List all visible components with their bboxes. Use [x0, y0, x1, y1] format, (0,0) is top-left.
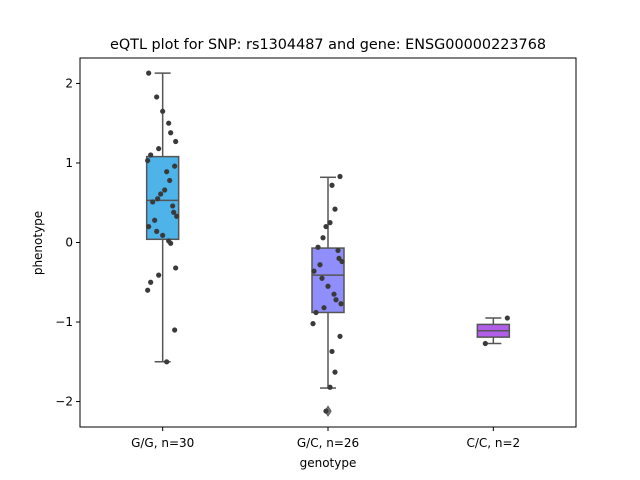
data-point	[323, 223, 329, 230]
data-point	[310, 321, 316, 327]
x-axis-label: genotype	[300, 456, 357, 470]
y-tick-label: −2	[55, 395, 73, 409]
y-tick-label: 1	[65, 156, 73, 170]
x-tick-label: C/C, n=2	[466, 436, 520, 450]
box-iqr	[145, 155, 180, 241]
data-points	[145, 70, 510, 414]
data-point	[171, 209, 177, 215]
data-point	[173, 138, 179, 145]
data-point	[154, 228, 160, 234]
data-point	[150, 199, 156, 205]
data-point	[321, 305, 327, 311]
data-point	[167, 177, 173, 184]
data-point	[174, 213, 180, 219]
y-axis-label: phenotype	[31, 211, 45, 275]
data-point	[158, 191, 164, 197]
data-point	[329, 182, 335, 188]
data-point	[164, 169, 170, 175]
x-tick-label: G/C, n=26	[297, 436, 359, 450]
data-point	[331, 291, 337, 297]
data-point	[338, 301, 344, 307]
data-point	[335, 247, 341, 254]
y-tick-label: 2	[65, 76, 73, 90]
data-point	[160, 108, 166, 114]
data-point	[482, 340, 488, 347]
data-point	[339, 258, 345, 265]
y-axis-ticks: −2 −1 0 1 2	[55, 76, 80, 409]
data-point	[337, 173, 343, 180]
data-point	[325, 283, 331, 289]
data-point	[173, 265, 179, 271]
box-group	[476, 317, 511, 345]
data-point	[156, 146, 162, 152]
data-point	[329, 348, 335, 355]
data-point	[332, 206, 338, 212]
data-point	[152, 217, 158, 223]
data-point	[155, 196, 161, 202]
box-group	[311, 176, 345, 417]
data-point	[172, 327, 178, 333]
data-point	[327, 220, 333, 226]
data-point	[170, 203, 176, 209]
plot-area	[145, 72, 511, 417]
data-point	[146, 70, 152, 76]
data-point	[315, 244, 321, 250]
data-point	[319, 275, 325, 281]
data-point	[320, 235, 326, 241]
data-point	[146, 223, 152, 230]
data-point	[148, 152, 154, 158]
x-tick-label: G/G, n=30	[131, 436, 194, 450]
data-point	[337, 333, 343, 339]
data-point	[145, 157, 151, 164]
data-point	[333, 297, 339, 303]
data-point	[172, 163, 178, 169]
y-tick-label: −1	[55, 315, 73, 329]
data-point	[166, 120, 172, 126]
data-point	[317, 262, 323, 268]
box-group	[145, 72, 180, 363]
data-point	[156, 272, 162, 278]
data-point	[332, 369, 338, 375]
data-point	[148, 279, 154, 285]
data-point	[168, 240, 174, 246]
data-point	[154, 94, 160, 100]
x-axis-ticks: G/G, n=30 G/C, n=26 C/C, n=2	[131, 427, 520, 450]
data-point	[323, 408, 329, 414]
data-point	[311, 268, 317, 274]
data-point	[327, 384, 333, 390]
y-tick-label: 0	[65, 236, 73, 250]
chart-title: eQTL plot for SNP: rs1304487 and gene: E…	[110, 37, 546, 53]
data-point	[145, 287, 151, 293]
data-point	[160, 232, 166, 238]
data-point	[168, 130, 174, 136]
data-point	[504, 315, 510, 321]
data-point	[164, 359, 170, 365]
data-point	[162, 187, 168, 193]
data-point	[313, 309, 319, 316]
